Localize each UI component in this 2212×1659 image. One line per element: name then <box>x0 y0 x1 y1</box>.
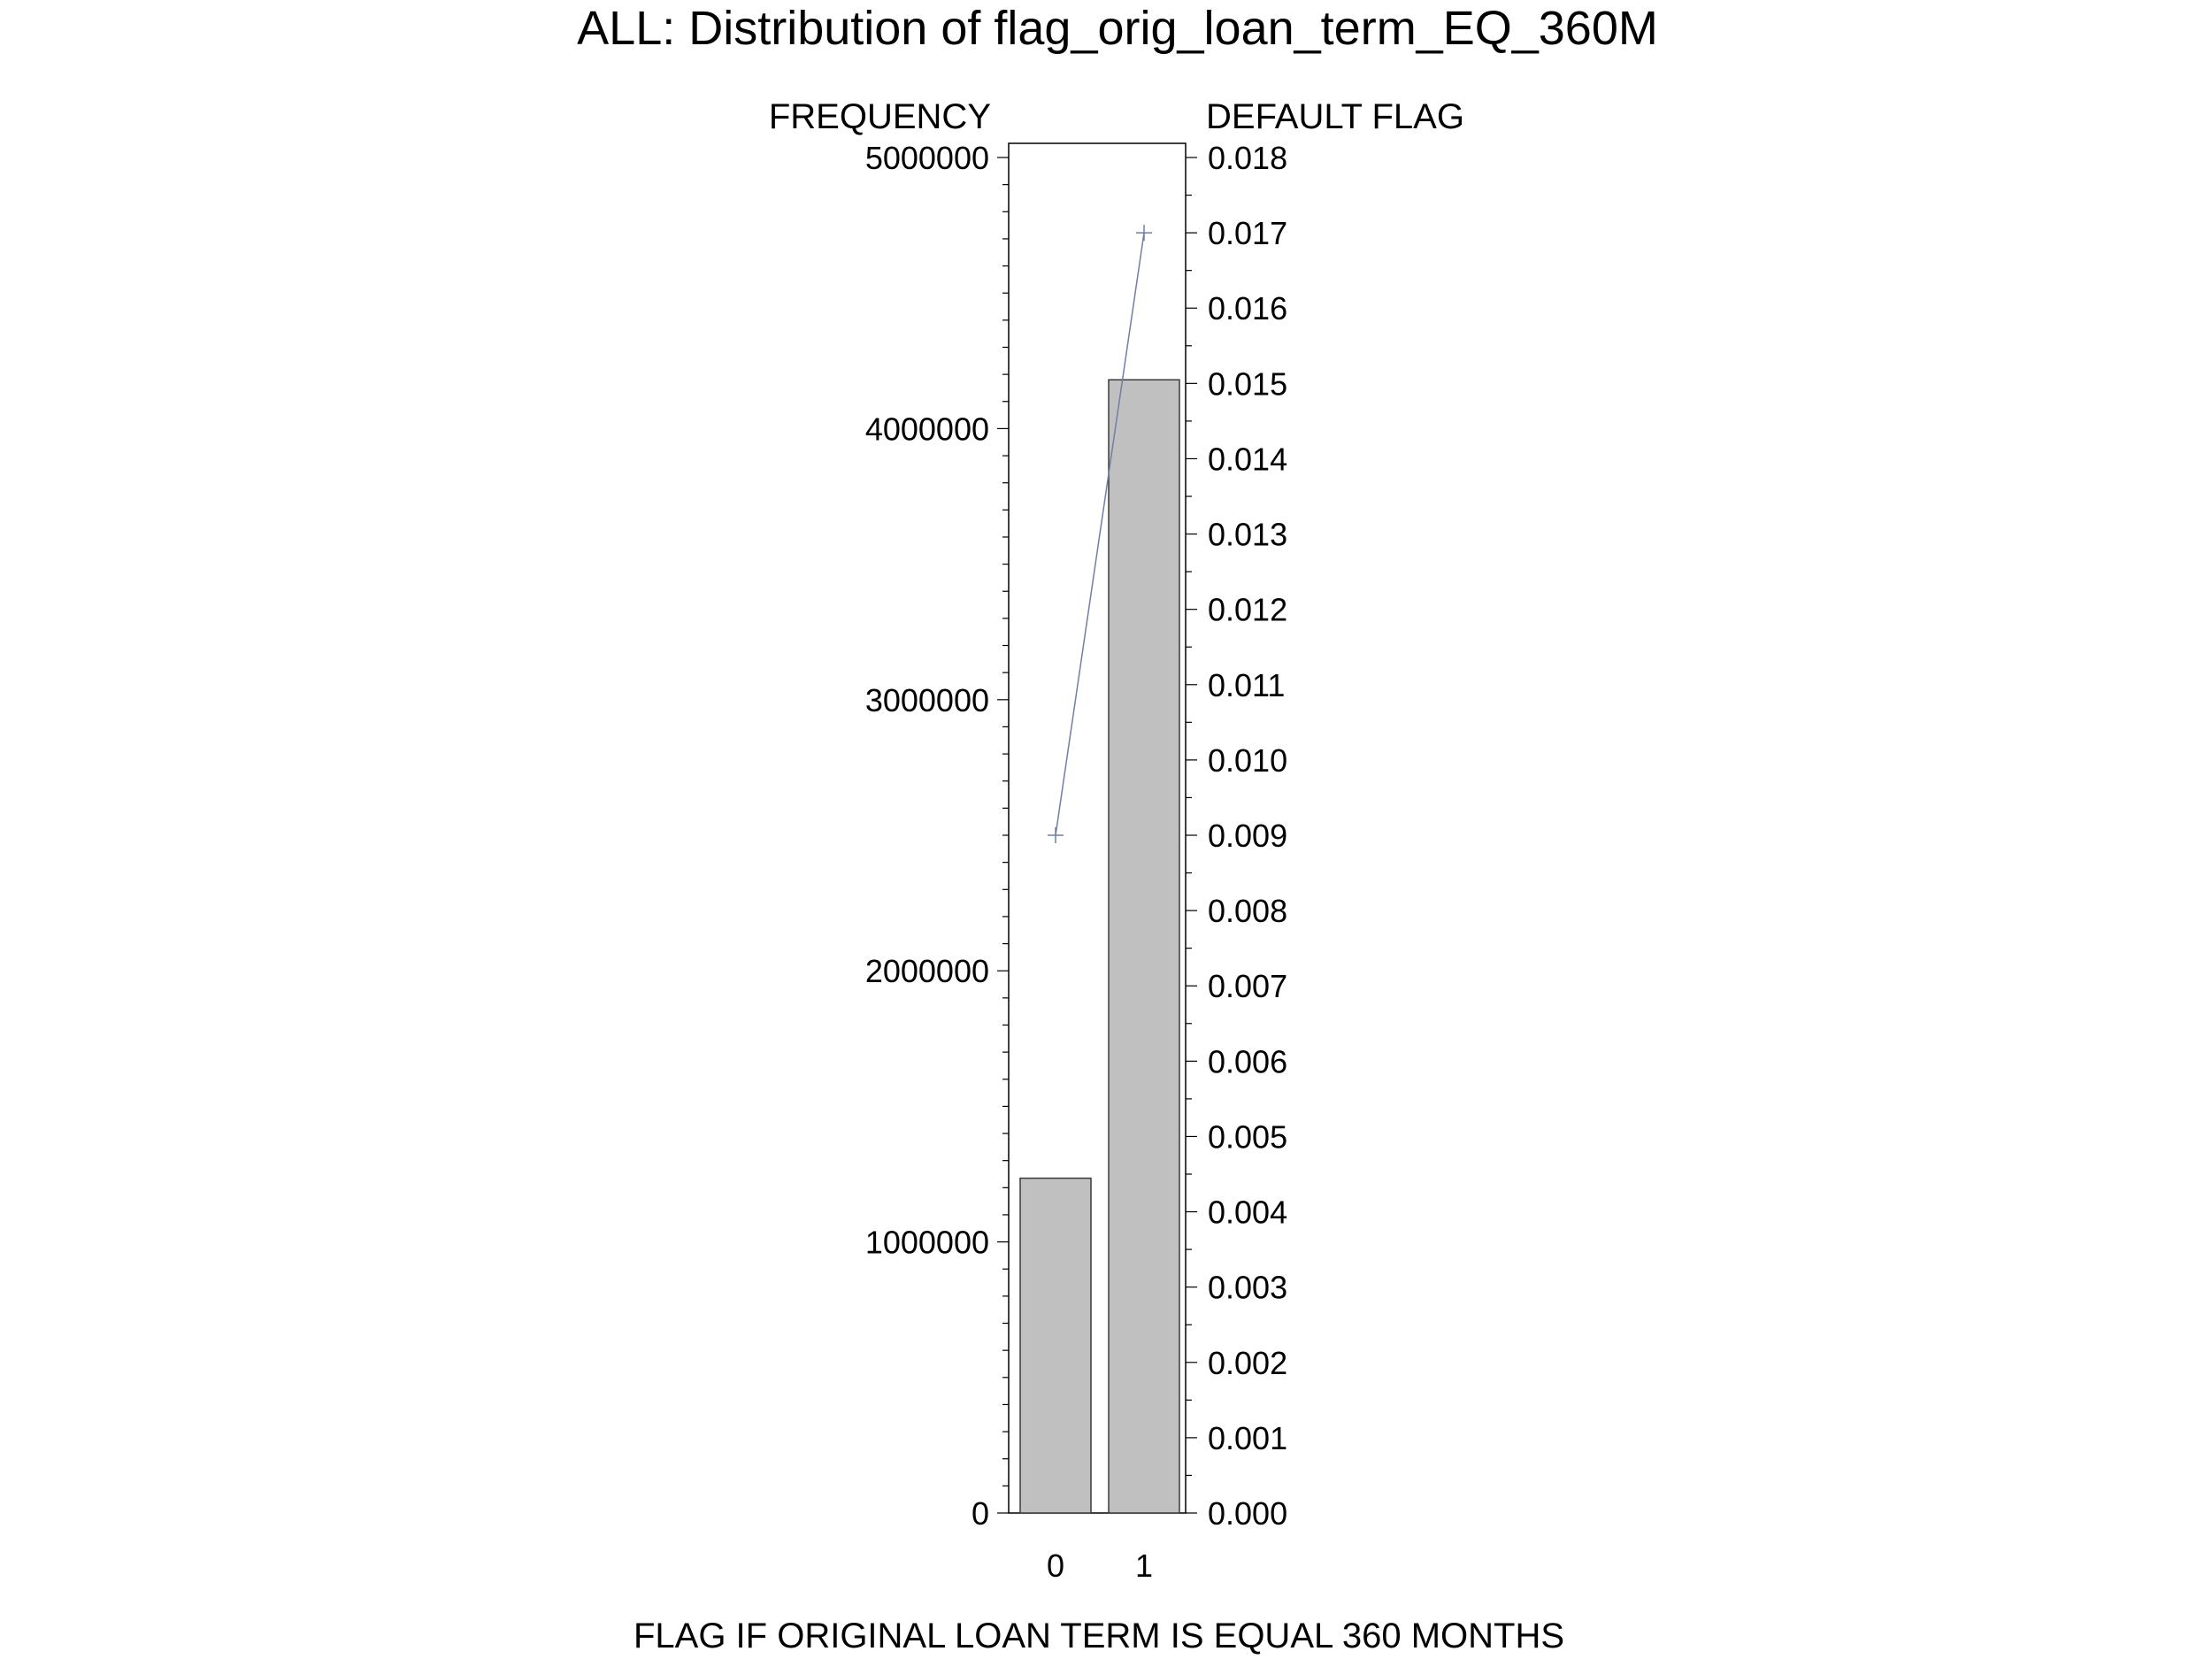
default-rate-series <box>1048 225 1152 843</box>
y2-tick-label: 0.005 <box>1208 1118 1287 1155</box>
y-tick-label: 2000000 <box>865 953 989 989</box>
y2-tick-label: 0.006 <box>1208 1043 1287 1079</box>
y-tick-label: 0 <box>972 1495 989 1532</box>
x-axis-label: FLAG IF ORIGINAL LOAN TERM IS EQUAL 360 … <box>634 1617 1564 1655</box>
y-axis-label: FREQUENCY <box>769 97 991 136</box>
y2-tick-label: 0.015 <box>1208 365 1287 402</box>
y2-tick-label: 0.011 <box>1208 667 1285 703</box>
y2-tick-label: 0.003 <box>1208 1270 1287 1306</box>
y2-tick-label: 0.012 <box>1208 592 1287 628</box>
y2-tick-label: 0.002 <box>1208 1345 1287 1381</box>
bar-0 <box>1019 1177 1092 1514</box>
y-tick-label: 3000000 <box>865 682 989 718</box>
y2-tick-label: 0.018 <box>1208 140 1287 176</box>
default-rate-point-1 <box>1136 225 1152 242</box>
y2-tick-label: 0.001 <box>1208 1420 1287 1456</box>
default-rate-point-0 <box>1048 827 1064 843</box>
x-tick-label: 0 <box>1047 1548 1064 1584</box>
y2-tick-label: 0.008 <box>1208 893 1287 929</box>
bars <box>1019 379 1180 1514</box>
y2-axis-label: DEFAULT FLAG <box>1206 97 1464 136</box>
y-tick-label: 5000000 <box>865 140 989 176</box>
y2-tick-label: 0.013 <box>1208 517 1287 553</box>
y2-tick-label: 0.016 <box>1208 290 1287 326</box>
y-axis: 0 1000000 2000000 3000000 4000000 5000000 <box>865 140 1009 1532</box>
chart-title: ALL: Distribution of flag_orig_loan_term… <box>577 2 1658 55</box>
y2-tick-label: 0.017 <box>1208 215 1287 251</box>
y2-tick-label: 0.014 <box>1208 441 1287 477</box>
y-tick-label: 4000000 <box>865 411 989 447</box>
y2-axis: 0.000 0.001 0.002 0.003 0.004 0.005 0.006 0.007… <box>1186 140 1287 1532</box>
y2-tick-label: 0.010 <box>1208 742 1287 779</box>
bar-1 <box>1108 379 1180 1514</box>
y2-tick-label: 0.007 <box>1208 968 1287 1004</box>
x-tick-label: 1 <box>1135 1548 1153 1584</box>
y-tick-label: 1000000 <box>865 1225 989 1261</box>
y2-tick-label: 0.009 <box>1208 818 1287 854</box>
y2-tick-label: 0.004 <box>1208 1194 1287 1231</box>
plot-frame <box>1008 142 1187 1514</box>
default-rate-line <box>1055 233 1145 836</box>
y2-tick-label: 0.000 <box>1208 1495 1287 1532</box>
